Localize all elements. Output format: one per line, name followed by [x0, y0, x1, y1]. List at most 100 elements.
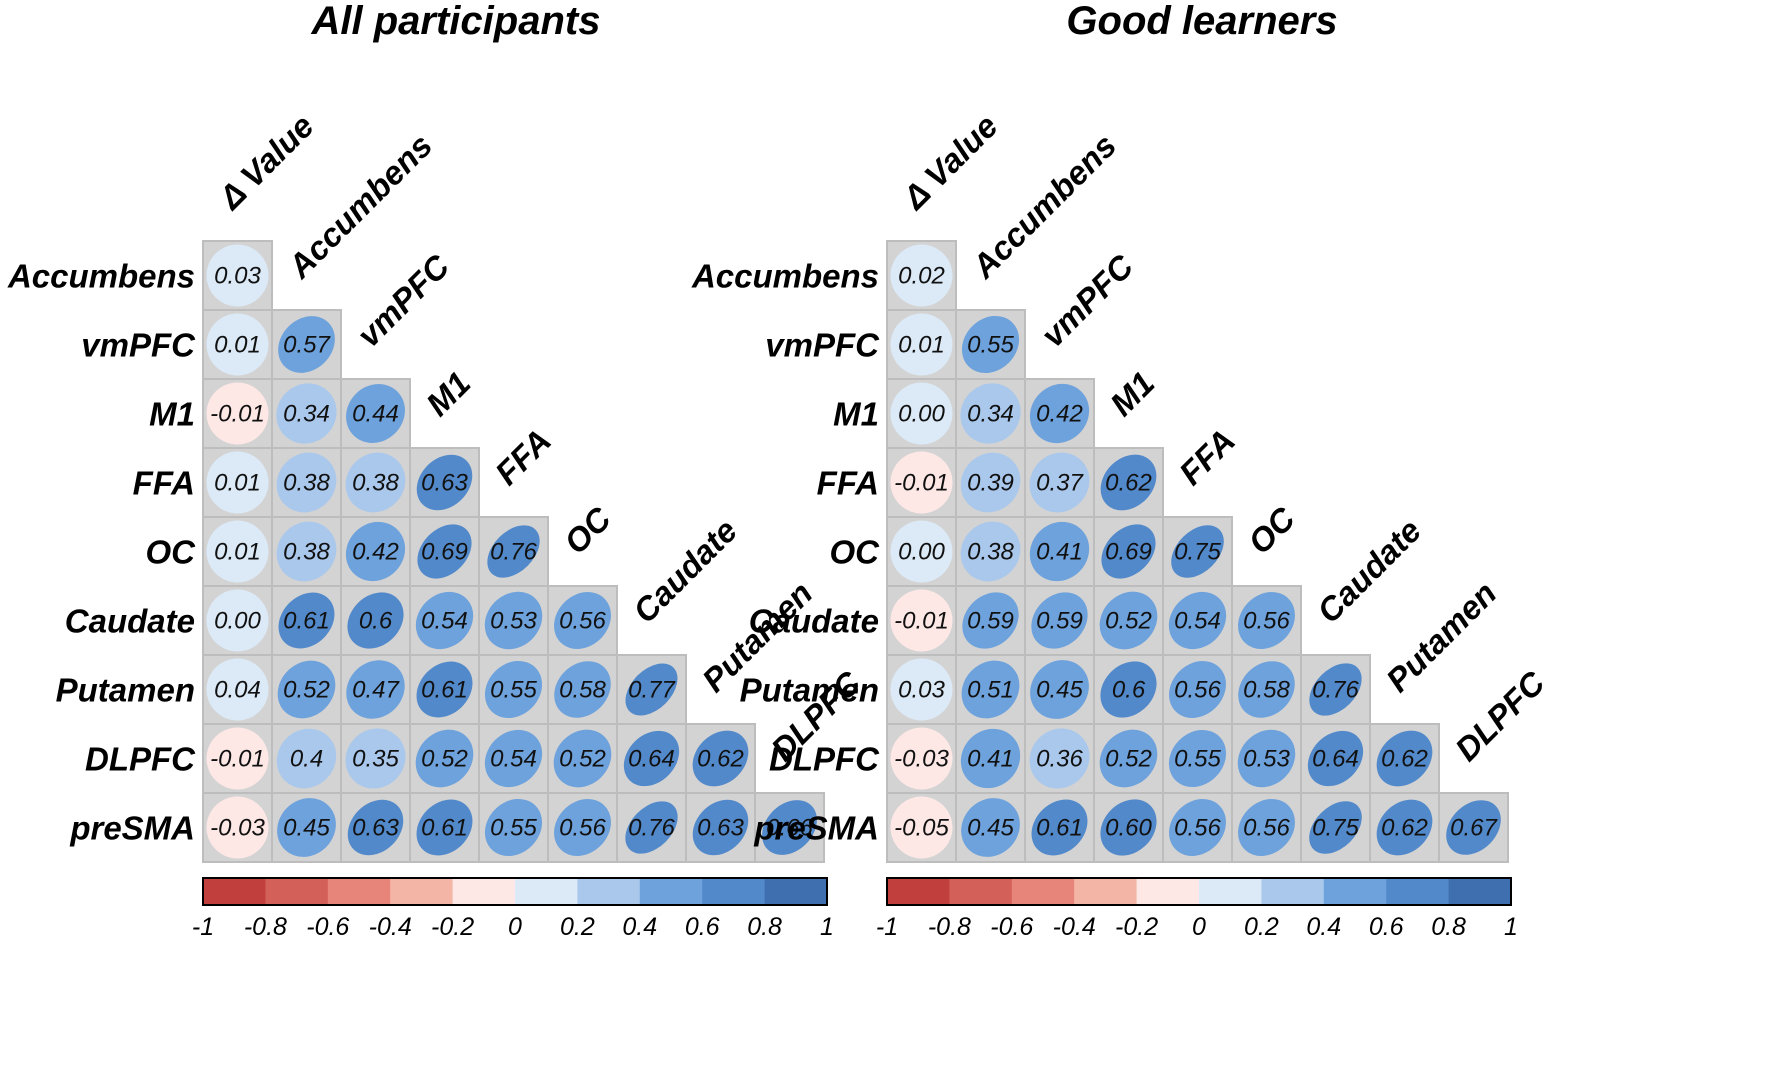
panel-title: All participants	[311, 0, 601, 43]
cell-value-label: 0.35	[352, 746, 399, 773]
heatmap-cell: 0.03	[886, 654, 957, 725]
heatmap-cell: 0.51	[955, 654, 1026, 725]
heatmap-cell: 0.61	[409, 792, 480, 863]
cell-value-label: 0.58	[559, 677, 606, 704]
heatmap-cell: 0.34	[271, 378, 342, 449]
colorbar-segment	[639, 878, 703, 905]
heatmap-cell: -0.01	[886, 585, 957, 656]
panel-all-participants: All participants 0.03 0.01 0.57 -0.01 0.34 0.4…	[7, 0, 869, 941]
correlation-ellipse	[415, 591, 474, 650]
cell-value-label: 0.77	[628, 677, 676, 704]
cell-value-label: 0.52	[283, 677, 330, 704]
cell-value-label: 0.59	[1036, 608, 1083, 635]
cell-value-label: 0.01	[898, 332, 945, 359]
heatmap-cell: -0.01	[202, 378, 273, 449]
correlation-ellipse	[890, 313, 953, 376]
heatmap-cell: 0.52	[271, 654, 342, 725]
heatmap-cell: 0.58	[547, 654, 618, 725]
correlation-ellipse	[1237, 729, 1296, 788]
colorbar-tick-label: 0.8	[747, 913, 782, 941]
correlation-ellipse	[345, 452, 406, 513]
colorbar-segment	[515, 878, 578, 905]
heatmap-cell: 0.04	[202, 654, 273, 725]
colorbar-tick-label: 0.6	[685, 913, 720, 941]
correlation-ellipse	[206, 589, 269, 652]
heatmap-cell: 0.55	[478, 654, 549, 725]
colorbar-border	[202, 877, 828, 906]
correlation-ellipse	[1376, 799, 1433, 856]
correlation-ellipse	[1307, 730, 1364, 787]
correlation-ellipse	[206, 520, 269, 583]
heatmap-cell: 0.00	[886, 516, 957, 587]
cell-value-label: 0.34	[967, 401, 1014, 428]
heatmap-cell: 0.56	[547, 585, 618, 656]
heatmap-cell: 0.56	[1231, 792, 1302, 863]
cell-value-label: 0.54	[490, 746, 537, 773]
correlation-ellipse	[347, 592, 404, 649]
correlation-ellipse	[1099, 591, 1158, 650]
heatmap-cell: 0.54	[478, 723, 549, 794]
column-label-m1: M1	[1103, 364, 1162, 423]
colorbar-segment	[1011, 878, 1075, 905]
cell-value-label: 0.61	[421, 815, 468, 842]
colorbar-segment	[1074, 878, 1138, 905]
row-label-putamen: Putamen	[56, 672, 195, 709]
cell-value-label: 0.00	[214, 608, 261, 635]
column-label-m1: M1	[419, 364, 478, 423]
correlation-ellipse	[1169, 661, 1226, 718]
heatmap-cell: 0.55	[1162, 723, 1233, 794]
heatmap-cell: 0.57	[271, 309, 342, 380]
heatmap-cell: 0.38	[340, 447, 411, 518]
colorbar-segment	[577, 878, 641, 905]
cell-value-label: 0.03	[214, 263, 261, 290]
correlation-ellipse	[890, 382, 953, 445]
colorbar: -1 -0.8 -0.6 -0.4 -0.2 0 0.2 0.4 0.6 0.8 1	[876, 877, 1518, 941]
correlation-ellipse	[692, 799, 749, 856]
cell-value-label: -0.01	[210, 401, 265, 428]
heatmap-cell: 0.77	[616, 654, 687, 725]
correlation-ellipse	[625, 801, 678, 854]
cell-value-label: 0.34	[283, 401, 330, 428]
correlation-ellipse	[416, 799, 473, 856]
colorbar-segment	[949, 878, 1013, 905]
row-label-m1: M1	[833, 396, 879, 433]
correlation-ellipse	[1031, 592, 1088, 649]
cell-value-label: 0.69	[421, 539, 468, 566]
correlation-ellipse	[1238, 799, 1295, 856]
row-label-caudate: Caudate	[749, 603, 879, 640]
cell-value-label: 0.69	[1105, 539, 1152, 566]
cell-value-label: 0.56	[1174, 815, 1221, 842]
correlation-ellipse	[890, 520, 953, 583]
correlation-ellipse	[1446, 800, 1501, 855]
cell-value-label: 0.54	[421, 608, 468, 635]
cell-value-label: 0.76	[628, 815, 675, 842]
colorbar-segment	[1323, 878, 1387, 905]
correlation-ellipse	[1100, 799, 1157, 856]
heatmap-cell: 0.61	[409, 654, 480, 725]
cell-value-label: 0.76	[1312, 677, 1359, 704]
correlation-ellipse	[278, 316, 335, 373]
correlation-ellipse	[960, 383, 1021, 444]
heatmap-cell: 0.54	[409, 585, 480, 656]
heatmap-cell: 0.41	[1024, 516, 1095, 587]
row-label-accumbens: Accumbens	[7, 258, 195, 295]
heatmap-cell: 0.52	[1093, 723, 1164, 794]
cell-value-label: 0.41	[967, 746, 1014, 773]
heatmap-cell: 0.37	[1024, 447, 1095, 518]
correlation-ellipse	[960, 521, 1021, 582]
correlation-ellipse	[206, 727, 269, 790]
heatmap-cell: 0.58	[1231, 654, 1302, 725]
colorbar-segment	[887, 878, 950, 905]
colorbar-tick-label: -1	[876, 913, 898, 941]
correlation-ellipse	[484, 591, 543, 650]
heatmap-cell: 0.55	[478, 792, 549, 863]
colorbar: -1 -0.8 -0.6 -0.4 -0.2 0 0.2 0.4 0.6 0.8 1	[192, 877, 834, 941]
cell-value-label: 0.38	[352, 470, 399, 497]
colorbar-tick-label: -1	[192, 913, 214, 941]
cell-value-label: 0.62	[1381, 815, 1428, 842]
heatmap-cell: 0.01	[886, 309, 957, 380]
heatmap-cell: 0.62	[685, 723, 756, 794]
heatmap-cell: 0.45	[1024, 654, 1095, 725]
cell-value-label: 0.01	[214, 470, 261, 497]
row-label-dlpfc: DLPFC	[85, 741, 196, 778]
